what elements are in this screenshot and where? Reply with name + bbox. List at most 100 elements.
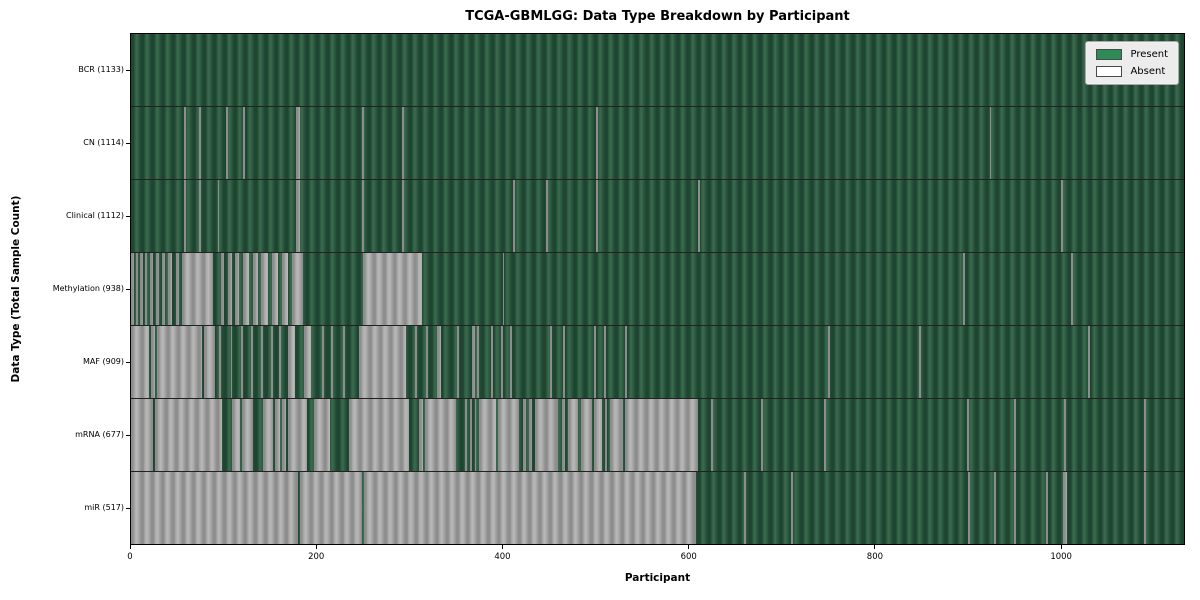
absent-segment: [149, 253, 154, 325]
absent-segment: [292, 253, 304, 325]
absent-segment: [221, 253, 225, 325]
absent-segment: [418, 399, 424, 471]
absent-segment: [261, 253, 268, 325]
absent-segment: [361, 180, 364, 252]
absent-segment: [595, 107, 598, 179]
absent-segment: [497, 399, 520, 471]
absent-segment: [135, 253, 139, 325]
absent-segment: [242, 253, 250, 325]
absent-segment: [456, 326, 459, 398]
absent-segment: [528, 399, 533, 471]
absent-segment: [235, 253, 239, 325]
absent-segment: [198, 107, 201, 179]
absent-segment: [299, 472, 362, 544]
absent-segment: [563, 326, 565, 398]
row-clinical: [131, 180, 1184, 253]
absent-segment: [523, 399, 526, 471]
absent-segment: [182, 253, 213, 325]
absent-segment: [1061, 180, 1064, 252]
absent-segment: [241, 399, 253, 471]
plot-area: [130, 33, 1185, 545]
absent-segment: [1144, 399, 1146, 471]
legend: Present Absent: [1085, 41, 1179, 85]
absent-segment: [1071, 253, 1074, 325]
x-tick-label: 200: [308, 552, 325, 562]
row-mir: [131, 472, 1184, 544]
absent-segment: [279, 326, 281, 398]
absent-segment: [550, 326, 552, 398]
x-tick-mark: [315, 545, 317, 549]
row-mrna: [131, 399, 1184, 472]
absent-segment: [604, 399, 607, 471]
absent-segment: [131, 472, 298, 544]
absent-segment: [184, 180, 186, 252]
absent-segment: [918, 326, 921, 398]
absent-segment: [131, 399, 154, 471]
absent-segment: [251, 326, 253, 398]
x-tick-label: 800: [866, 552, 884, 562]
absent-segment: [198, 180, 201, 252]
absent-segment: [343, 326, 346, 398]
absent-segment: [963, 253, 966, 325]
absent-segment: [275, 399, 280, 471]
y-tick-label: mRNA (677): [75, 430, 124, 440]
absent-segment: [491, 326, 494, 398]
absent-segment: [131, 253, 134, 325]
y-tick-mark: [126, 69, 130, 71]
absent-segment: [401, 107, 404, 179]
legend-entry: Absent: [1096, 66, 1168, 77]
absent-segment: [711, 399, 713, 471]
x-tick-mark: [874, 545, 876, 549]
absent-segment: [157, 326, 202, 398]
absent-segment: [288, 326, 295, 398]
x-tick-mark: [1060, 545, 1062, 549]
absent-segment: [225, 107, 228, 179]
absent-segment: [426, 326, 429, 398]
legend-label: Present: [1130, 49, 1168, 60]
absent-segment: [791, 472, 794, 544]
absent-segment: [474, 399, 477, 471]
absent-segment: [968, 472, 970, 544]
absent-segment: [184, 107, 186, 179]
absent-segment: [288, 399, 307, 471]
absent-segment: [263, 399, 274, 471]
absent-segment: [227, 253, 232, 325]
absent-segment: [168, 253, 172, 325]
x-tick-label: 0: [127, 552, 133, 562]
absent-segment: [967, 399, 970, 471]
absent-segment: [1088, 326, 1091, 398]
absent-segment: [359, 326, 406, 398]
absent-segment: [743, 472, 746, 544]
absent-segment: [261, 326, 264, 398]
absent-segment: [131, 326, 149, 398]
absent-segment: [698, 180, 700, 252]
y-tick-label: Clinical (1112): [66, 210, 124, 220]
absent-segment: [989, 107, 992, 179]
absent-segment: [593, 326, 596, 398]
absent-segment: [609, 399, 623, 471]
absent-segment: [1013, 472, 1016, 544]
absent-segment: [437, 326, 442, 398]
y-tick-mark: [126, 289, 130, 290]
absent-segment: [415, 326, 417, 398]
absent-segment: [401, 180, 404, 252]
absent-segment: [363, 472, 697, 544]
absent-segment: [175, 253, 180, 325]
absent-segment: [203, 326, 215, 398]
absent-segment: [604, 326, 606, 398]
y-tick-label: CN (1114): [83, 137, 124, 147]
absent-segment: [567, 399, 578, 471]
absent-segment: [1144, 472, 1146, 544]
y-tick-mark: [126, 215, 130, 217]
absent-segment: [546, 180, 549, 252]
absent-segment: [593, 399, 603, 471]
legend-label: Absent: [1130, 66, 1166, 77]
y-tick-mark: [126, 142, 130, 144]
absent-segment: [295, 107, 301, 179]
absent-segment: [348, 399, 410, 471]
legend-swatch: [1096, 49, 1123, 60]
absent-segment: [140, 253, 144, 325]
y-tick-mark: [126, 435, 130, 437]
absent-segment: [155, 399, 223, 471]
